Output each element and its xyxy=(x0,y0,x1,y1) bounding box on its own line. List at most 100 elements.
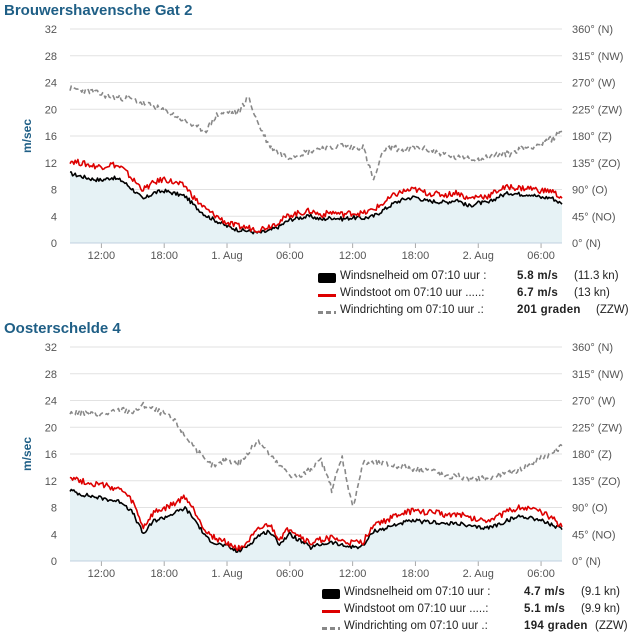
legend-alt-value: (11.3 kn) xyxy=(574,270,619,282)
y-tick-label: 20 xyxy=(45,104,57,116)
chart-title: Oosterschelde 4 xyxy=(4,320,121,337)
y2-tick-label: 90° (O) xyxy=(572,503,608,515)
legend-label: Windstoot om 07:10 uur .....: xyxy=(344,603,489,615)
legend-value: 201 graden xyxy=(517,304,581,316)
legend-item-windsnelheid[interactable]: Windsnelheid om 07:10 uur : 4.7 m/s (9.1… xyxy=(322,586,630,603)
y2-tick-label: 180° (Z) xyxy=(572,449,612,461)
y2-tick-label: 270° (W) xyxy=(572,78,616,90)
y2-tick-label: 360° (N) xyxy=(572,342,613,354)
y-tick-label: 0 xyxy=(51,238,57,250)
x-tick-label: 12:00 xyxy=(339,250,367,262)
y-tick-label: 16 xyxy=(45,131,57,143)
y2-tick-label: 315° (NW) xyxy=(572,369,623,381)
y2-tick-label: 90° (O) xyxy=(572,185,608,197)
series-area-windsnelheid xyxy=(70,171,562,243)
legend-item-windstoot[interactable]: Windstoot om 07:10 uur .....: 6.7 m/s (1… xyxy=(318,287,630,304)
legend-swatch-black xyxy=(318,273,336,283)
legend-swatch-red xyxy=(322,610,340,613)
x-tick-label: 2. Aug xyxy=(463,568,494,580)
y2-tick-label: 225° (ZW) xyxy=(572,104,622,116)
y2-tick-label: 0° (N) xyxy=(572,556,601,568)
legend-label: Windrichting om 07:10 uur .: xyxy=(340,304,484,316)
x-tick-label: 18:00 xyxy=(402,568,430,580)
x-tick-label: 06:00 xyxy=(527,568,555,580)
y-tick-label: 12 xyxy=(45,476,57,488)
legend-alt-value: (9.9 kn) xyxy=(581,603,620,615)
x-tick-label: 2. Aug xyxy=(463,250,494,262)
chart-legend: Windsnelheid om 07:10 uur : 4.7 m/s (9.1… xyxy=(322,586,630,637)
legend-alt-value: (ZZW) xyxy=(595,620,628,632)
y-tick-label: 28 xyxy=(45,369,57,381)
y-tick-label: 16 xyxy=(45,449,57,461)
x-tick-label: 1. Aug xyxy=(211,568,242,580)
series-line-windrichting xyxy=(69,401,563,507)
chart-panel-oosterschelde: Oosterschelde 4 m/sec 0 0° (N) 4 45° (NO) 8 90… xyxy=(0,318,633,636)
legend-swatch-black xyxy=(322,589,340,599)
y-tick-label: 0 xyxy=(51,556,57,568)
series-line-windrichting xyxy=(69,85,563,181)
y2-tick-label: 315° (NW) xyxy=(572,51,623,63)
y-tick-label: 28 xyxy=(45,51,57,63)
x-tick-label: 06:00 xyxy=(276,250,304,262)
chart-panel-brouwershavensche-gat: Brouwershavensche Gat 2 m/sec 0 0° (N) 4 45°… xyxy=(0,0,633,318)
x-tick-label: 18:00 xyxy=(150,250,178,262)
y2-tick-label: 180° (Z) xyxy=(572,131,612,143)
legend-label: Windstoot om 07:10 uur .....: xyxy=(340,287,485,299)
y-axis-label: m/sec xyxy=(20,119,34,153)
chart-legend: Windsnelheid om 07:10 uur : 5.8 m/s (11.… xyxy=(318,270,630,321)
y-tick-label: 8 xyxy=(51,503,57,515)
series-line-windsnelheid xyxy=(69,171,563,235)
legend-value: 194 graden xyxy=(524,620,588,632)
legend-item-windrichting[interactable]: Windrichting om 07:10 uur .: 201 graden … xyxy=(318,304,630,321)
y2-tick-label: 360° (N) xyxy=(572,24,613,36)
y2-tick-label: 225° (ZW) xyxy=(572,422,622,434)
x-tick-label: 06:00 xyxy=(527,250,555,262)
y-tick-label: 4 xyxy=(51,529,57,541)
x-tick-label: 18:00 xyxy=(402,250,430,262)
x-tick-label: 18:00 xyxy=(150,568,178,580)
chart-title: Brouwershavensche Gat 2 xyxy=(4,2,193,19)
legend-value: 4.7 m/s xyxy=(524,586,566,598)
wind-chart: m/sec 0 0° (N) 4 45° (NO) 8 90° (O) 12 135° (ZO)… xyxy=(20,342,623,580)
y2-tick-label: 0° (N) xyxy=(572,238,601,250)
y2-tick-label: 135° (ZO) xyxy=(572,476,620,488)
x-tick-label: 12:00 xyxy=(88,568,116,580)
series-area-windsnelheid xyxy=(70,489,562,561)
legend-swatch-red xyxy=(318,294,336,297)
series-line-windstoot xyxy=(69,158,563,234)
y-axis-label: m/sec xyxy=(20,437,34,471)
legend-item-windstoot[interactable]: Windstoot om 07:10 uur .....: 5.1 m/s (9… xyxy=(322,603,630,620)
y-tick-label: 8 xyxy=(51,185,57,197)
x-tick-label: 12:00 xyxy=(339,568,367,580)
y-tick-label: 32 xyxy=(45,24,57,36)
legend-label: Windsnelheid om 07:10 uur : xyxy=(340,270,487,282)
x-tick-label: 12:00 xyxy=(88,250,116,262)
legend-item-windrichting[interactable]: Windrichting om 07:10 uur .: 194 graden … xyxy=(322,620,630,637)
legend-swatch-dashed xyxy=(322,627,340,630)
legend-value: 6.7 m/s xyxy=(517,287,559,299)
series-line-windsnelheid xyxy=(69,488,563,553)
legend-alt-value: (9.1 kn) xyxy=(581,586,620,598)
legend-value: 5.1 m/s xyxy=(524,603,566,615)
wind-chart: m/sec 0 0° (N) 4 45° (NO) 8 90° (O) 12 135° (ZO)… xyxy=(20,24,623,262)
legend-swatch-dashed xyxy=(318,311,336,314)
legend-alt-value: (13 kn) xyxy=(574,287,610,299)
y-tick-label: 24 xyxy=(45,396,57,408)
legend-label: Windsnelheid om 07:10 uur : xyxy=(344,586,491,598)
y2-tick-label: 135° (ZO) xyxy=(572,158,620,170)
y2-tick-label: 45° (NO) xyxy=(572,529,616,541)
legend-label: Windrichting om 07:10 uur .: xyxy=(344,620,488,632)
y-tick-label: 24 xyxy=(45,78,57,90)
legend-value: 5.8 m/s xyxy=(517,270,559,282)
y-tick-label: 20 xyxy=(45,422,57,434)
y2-tick-label: 270° (W) xyxy=(572,396,616,408)
x-tick-label: 06:00 xyxy=(276,568,304,580)
series-line-windstoot xyxy=(69,476,563,552)
legend-item-windsnelheid[interactable]: Windsnelheid om 07:10 uur : 5.8 m/s (11.… xyxy=(318,270,630,287)
y-tick-label: 4 xyxy=(51,211,57,223)
y-tick-label: 12 xyxy=(45,158,57,170)
y2-tick-label: 45° (NO) xyxy=(572,211,616,223)
x-tick-label: 1. Aug xyxy=(211,250,242,262)
y-tick-label: 32 xyxy=(45,342,57,354)
legend-alt-value: (ZZW) xyxy=(596,304,629,316)
